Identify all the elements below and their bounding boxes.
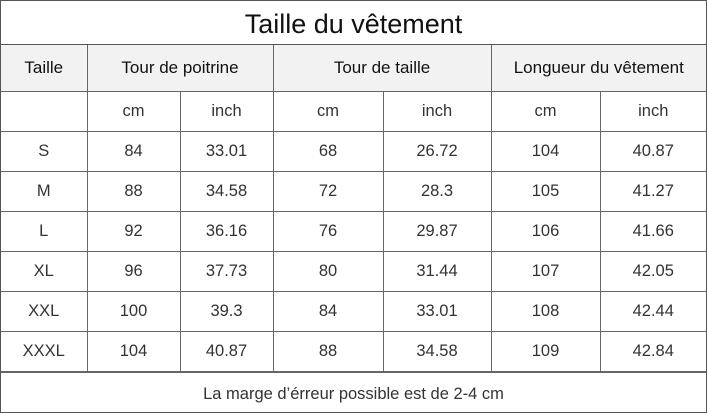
value-cell: 42.84 [599, 331, 707, 372]
value-cell: 40.87 [599, 131, 707, 172]
value-cell: 34.58 [179, 171, 274, 212]
table-row: XL 96 37.73 80 31.44 107 42.05 [1, 251, 707, 292]
unit-cell: inch [179, 91, 274, 132]
value-cell: 41.27 [599, 171, 707, 212]
value-cell: 88 [86, 171, 181, 212]
size-label: S [1, 131, 88, 172]
value-cell: 42.05 [599, 251, 707, 292]
value-cell: 109 [490, 331, 601, 372]
error-margin-note: La marge d’érreur possible est de 2-4 cm [1, 372, 706, 413]
value-cell: 108 [490, 291, 601, 332]
value-cell: 80 [272, 251, 384, 292]
value-cell: 104 [86, 331, 181, 372]
value-cell: 100 [86, 291, 181, 332]
value-cell: 105 [490, 171, 601, 212]
unit-cell: inch [599, 91, 707, 132]
value-cell: 37.73 [179, 251, 274, 292]
size-label: XXXL [1, 331, 88, 372]
unit-cell: cm [86, 91, 181, 132]
unit-cell: cm [272, 91, 384, 132]
value-cell: 29.87 [382, 211, 492, 252]
unit-cell: inch [382, 91, 492, 132]
header-length: Longueur du vêtement [490, 45, 707, 92]
table-row: M 88 34.58 72 28.3 105 41.27 [1, 171, 707, 212]
header-row: Taille Tour de poitrine Tour de taille L… [1, 45, 707, 92]
value-cell: 39.3 [179, 291, 274, 332]
table-row: XXL 100 39.3 84 33.01 108 42.44 [1, 291, 707, 332]
chart-title: Taille du vêtement [1, 1, 706, 45]
value-cell: 31.44 [382, 251, 492, 292]
size-label: M [1, 171, 88, 212]
value-cell: 76 [272, 211, 384, 252]
header-chest: Tour de poitrine [86, 45, 274, 92]
value-cell: 28.3 [382, 171, 492, 212]
value-cell: 84 [272, 291, 384, 332]
value-cell: 34.58 [382, 331, 492, 372]
units-row: cm inch cm inch cm inch [1, 91, 707, 132]
size-label: XL [1, 251, 88, 292]
value-cell: 84 [86, 131, 181, 172]
table-row: S 84 33.01 68 26.72 104 40.87 [1, 131, 707, 172]
value-cell: 33.01 [179, 131, 274, 172]
value-cell: 40.87 [179, 331, 274, 372]
value-cell: 26.72 [382, 131, 492, 172]
table-row: XXXL 104 40.87 88 34.58 109 42.84 [1, 331, 707, 372]
value-cell: 96 [86, 251, 181, 292]
header-size: Taille [1, 45, 88, 92]
size-label: XXL [1, 291, 88, 332]
size-label: L [1, 211, 88, 252]
table-row: L 92 36.16 76 29.87 106 41.66 [1, 211, 707, 252]
value-cell: 106 [490, 211, 601, 252]
value-cell: 72 [272, 171, 384, 212]
value-cell: 41.66 [599, 211, 707, 252]
value-cell: 36.16 [179, 211, 274, 252]
value-cell: 107 [490, 251, 601, 292]
value-cell: 104 [490, 131, 601, 172]
size-table: Taille Tour de poitrine Tour de taille L… [1, 45, 707, 372]
value-cell: 33.01 [382, 291, 492, 332]
header-waist: Tour de taille [272, 45, 492, 92]
value-cell: 42.44 [599, 291, 707, 332]
value-cell: 88 [272, 331, 384, 372]
value-cell: 68 [272, 131, 384, 172]
units-empty-cell [1, 91, 88, 132]
value-cell: 92 [86, 211, 181, 252]
unit-cell: cm [490, 91, 601, 132]
